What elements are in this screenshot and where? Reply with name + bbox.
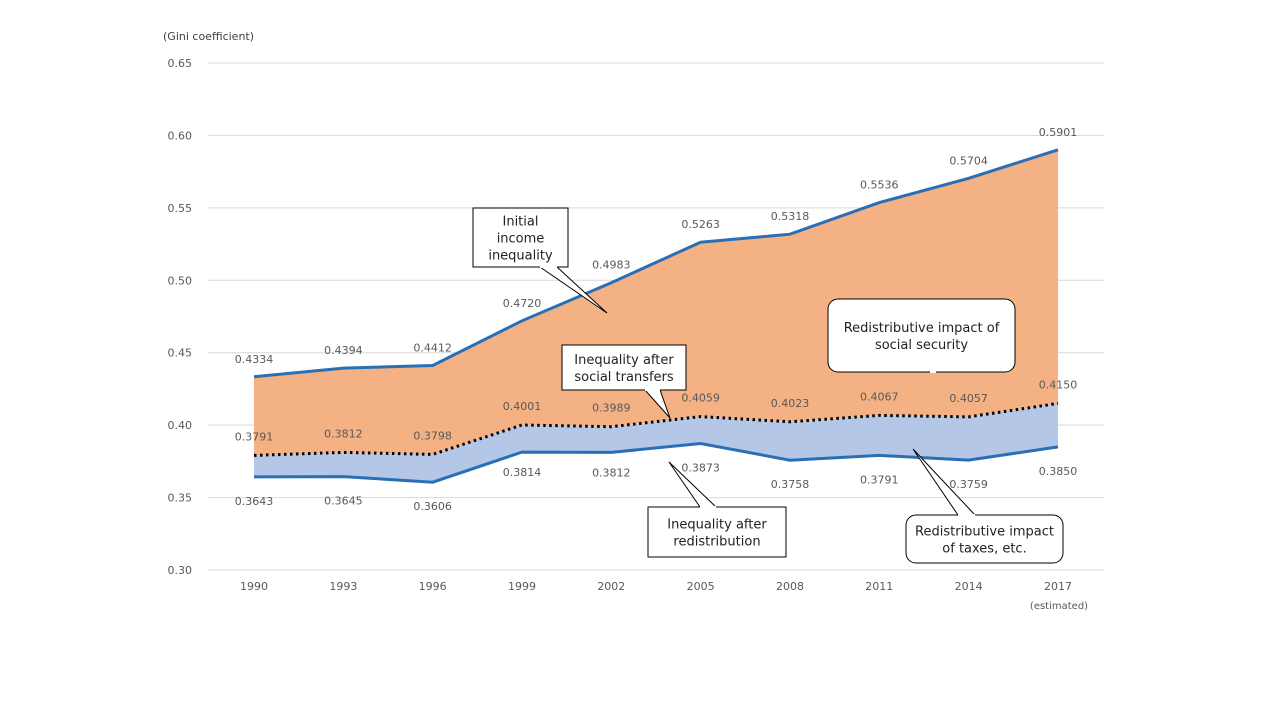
label-initial: 0.5536	[860, 179, 899, 192]
label-redistribution: 0.3812	[592, 466, 631, 479]
y-tick-label: 0.65	[168, 57, 193, 70]
callout-initial-income: Initial income inequality	[472, 207, 608, 314]
y-tick-label: 0.50	[168, 274, 193, 287]
callout-redistribution-text: redistribution	[673, 535, 760, 550]
callout-initial-income-text: Initial	[503, 215, 539, 230]
x-tick-label: 2005	[687, 580, 715, 593]
label-redistribution: 0.3643	[235, 495, 274, 508]
data-labels: 0.4334 0.4394 0.4412 0.4720 0.4983 0.5263 0.53…	[235, 126, 1077, 513]
callouts: Initial income inequality Inequality after s…	[472, 207, 1064, 564]
label-initial: 0.5901	[1039, 126, 1078, 139]
label-redistribution: 0.3791	[860, 473, 899, 486]
callout-initial-income-text: income	[497, 232, 545, 247]
y-tick-label: 0.60	[168, 129, 193, 142]
label-social-transfers: 0.4057	[949, 392, 988, 405]
label-initial: 0.4983	[592, 259, 631, 272]
line-after-redistribution	[253, 441, 1059, 484]
label-redistribution: 0.3814	[503, 466, 542, 479]
x-tick-labels: 1990 1993 1996 1999 2002 2005 2008 2011 2014 2017	[240, 580, 1072, 593]
line-after-social-transfers	[253, 401, 1059, 457]
y-tick-label: 0.45	[168, 347, 193, 360]
y-tick-label: 0.30	[168, 564, 193, 577]
label-redistribution: 0.3850	[1039, 465, 1078, 478]
label-initial: 0.4394	[324, 344, 363, 357]
label-social-transfers: 0.3812	[324, 427, 363, 440]
label-initial: 0.5318	[771, 210, 810, 223]
x-tick-label: 1993	[329, 580, 357, 593]
x-tick-label: 2017	[1044, 580, 1072, 593]
series-lines	[253, 148, 1059, 484]
label-social-transfers: 0.4059	[681, 392, 720, 405]
label-initial: 0.5263	[681, 218, 720, 231]
callout-taxes-text: Redistributive impact	[915, 525, 1054, 540]
label-social-transfers: 0.4023	[771, 397, 810, 410]
callout-redistribution: Inequality after redistribution	[647, 461, 787, 558]
x-category-note: (estimated)	[1030, 601, 1088, 612]
label-redistribution: 0.3645	[324, 495, 363, 508]
x-tick-label: 2011	[865, 580, 893, 593]
y-axis-label: (Gini coefficient)	[163, 30, 254, 43]
area-social-security	[254, 149, 1058, 456]
callout-social-security: Redistributive impact of social security	[827, 298, 1016, 373]
callout-taxes: Redistributive impact of taxes, etc.	[905, 448, 1064, 564]
label-initial: 0.4334	[235, 353, 274, 366]
callout-taxes-text: of taxes, etc.	[942, 542, 1026, 557]
label-social-transfers: 0.3989	[592, 402, 631, 415]
label-initial: 0.4720	[503, 297, 542, 310]
label-redistribution: 0.3759	[949, 478, 988, 491]
callout-social-security-box	[827, 298, 1016, 373]
y-tick-labels: 0.30 0.35 0.40 0.45 0.50 0.55 0.60 0.65	[168, 57, 193, 577]
y-tick-label: 0.40	[168, 419, 193, 432]
callout-redistribution-box	[647, 506, 787, 558]
callout-redistribution-text: Inequality after	[667, 518, 767, 533]
y-tick-label: 0.55	[168, 202, 193, 215]
label-social-transfers: 0.3791	[235, 430, 274, 443]
callout-social-transfers-text: Inequality after	[574, 353, 674, 368]
label-initial: 0.4412	[413, 341, 452, 354]
line-initial-income	[253, 148, 1059, 379]
x-tick-label: 1990	[240, 580, 268, 593]
callout-social-security-text: Redistributive impact of	[844, 321, 1000, 336]
x-tick-label: 2008	[776, 580, 804, 593]
callout-social-transfers-box	[561, 344, 687, 391]
label-social-transfers: 0.3798	[413, 429, 452, 442]
label-social-transfers: 0.4067	[860, 390, 899, 403]
x-tick-label: 2002	[597, 580, 625, 593]
callout-social-security-text: social security	[875, 338, 968, 353]
area-fills	[254, 149, 1058, 483]
label-redistribution: 0.3873	[681, 462, 720, 475]
area-taxes	[254, 403, 1058, 483]
callout-social-transfers-text: social transfers	[574, 370, 674, 385]
label-redistribution: 0.3758	[771, 478, 810, 491]
callout-initial-income-box	[472, 207, 569, 268]
callout-initial-income-text: inequality	[488, 249, 553, 264]
x-tick-label: 1996	[419, 580, 447, 593]
callout-social-transfers: Inequality after social transfers	[561, 344, 687, 419]
callout-taxes-box	[905, 514, 1064, 564]
label-social-transfers: 0.4150	[1039, 378, 1078, 391]
label-initial: 0.5704	[949, 154, 988, 167]
x-tick-label: 1999	[508, 580, 536, 593]
label-social-transfers: 0.4001	[503, 400, 542, 413]
x-tick-label: 2014	[955, 580, 983, 593]
y-tick-label: 0.35	[168, 492, 193, 505]
label-redistribution: 0.3606	[413, 500, 452, 513]
